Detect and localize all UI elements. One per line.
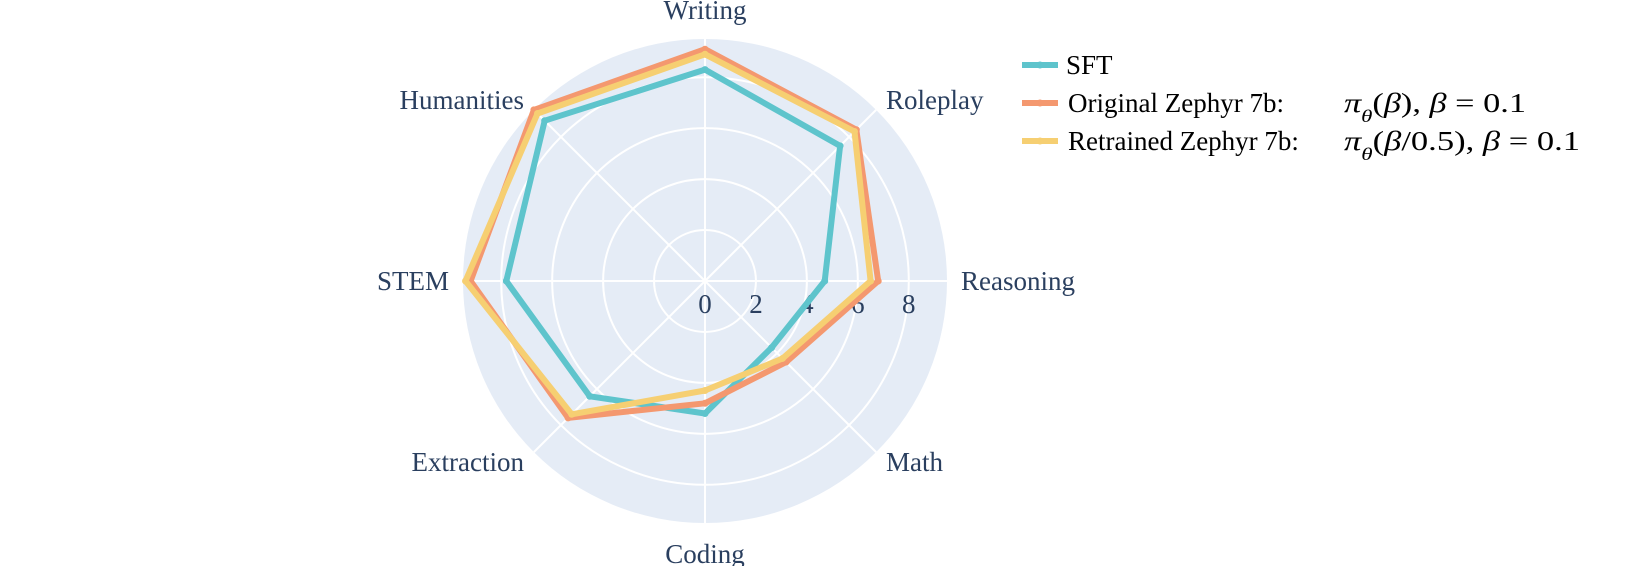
- legend-marker-original: [1036, 99, 1044, 107]
- legend-item-sft[interactable]: SFT: [1022, 50, 1113, 80]
- axis-label-math: Math: [886, 447, 943, 477]
- legend: SFT Original Zephyr 7b: π θ(β), β = 0.1 R…: [1022, 50, 1580, 164]
- series-point-1: [701, 45, 709, 53]
- radial-tick-label: 8: [902, 289, 916, 319]
- angular-axis-labels: Writing Roleplay Reasoning Math Coding Extrac…: [377, 0, 1075, 566]
- legend-marker-retrained: [1036, 137, 1044, 145]
- series-point-0: [768, 344, 776, 352]
- series-point-1: [701, 399, 709, 407]
- series-point-0: [836, 142, 844, 150]
- series-point-2: [867, 277, 875, 285]
- series-point-2: [778, 354, 786, 362]
- grid-spoke: [533, 109, 706, 282]
- grid-spoke: [533, 280, 706, 453]
- series-point-0: [586, 392, 594, 400]
- axis-label-extraction: Extraction: [412, 447, 525, 477]
- series-point-1: [874, 277, 882, 285]
- axis-label-reasoning: Reasoning: [961, 266, 1075, 296]
- axis-label-stem: STEM: [377, 266, 449, 296]
- series-point-2: [462, 277, 470, 285]
- legend-label-retrained: Retrained Zephyr 7b:: [1068, 126, 1299, 156]
- axis-label-roleplay: Roleplay: [886, 85, 984, 115]
- legend-label-sft: SFT: [1066, 50, 1113, 80]
- series-point-2: [701, 387, 709, 395]
- axis-label-humanities: Humanities: [400, 85, 524, 115]
- legend-math-original: π θ(β), β = 0.1: [1344, 88, 1526, 126]
- radial-tick-label: 0: [698, 289, 712, 319]
- grid-spoke: [704, 280, 877, 453]
- grid-spoke: [704, 109, 877, 282]
- series-point-0: [502, 277, 510, 285]
- radial-tick-label: 2: [749, 289, 763, 319]
- series-point-0: [701, 66, 709, 74]
- series-point-2: [701, 50, 709, 58]
- legend-marker-sft: [1036, 61, 1044, 69]
- series-point-0: [821, 277, 829, 285]
- series-point-2: [533, 109, 541, 117]
- legend-math-retrained: π θ(β/0.5), β = 0.1: [1344, 126, 1580, 164]
- legend-item-retrained-zephyr[interactable]: Retrained Zephyr 7b: π θ(β/0.5), β = 0.1: [1022, 126, 1580, 164]
- series-point-2: [568, 410, 576, 418]
- axis-label-writing: Writing: [664, 0, 747, 25]
- series-point-0: [701, 409, 709, 417]
- series-point-0: [541, 117, 549, 125]
- series-point-2: [851, 127, 859, 135]
- series-group: [462, 45, 882, 422]
- axis-label-coding: Coding: [665, 539, 745, 566]
- legend-label-original: Original Zephyr 7b:: [1068, 88, 1284, 118]
- legend-item-original-zephyr[interactable]: Original Zephyr 7b: π θ(β), β = 0.1: [1022, 88, 1526, 126]
